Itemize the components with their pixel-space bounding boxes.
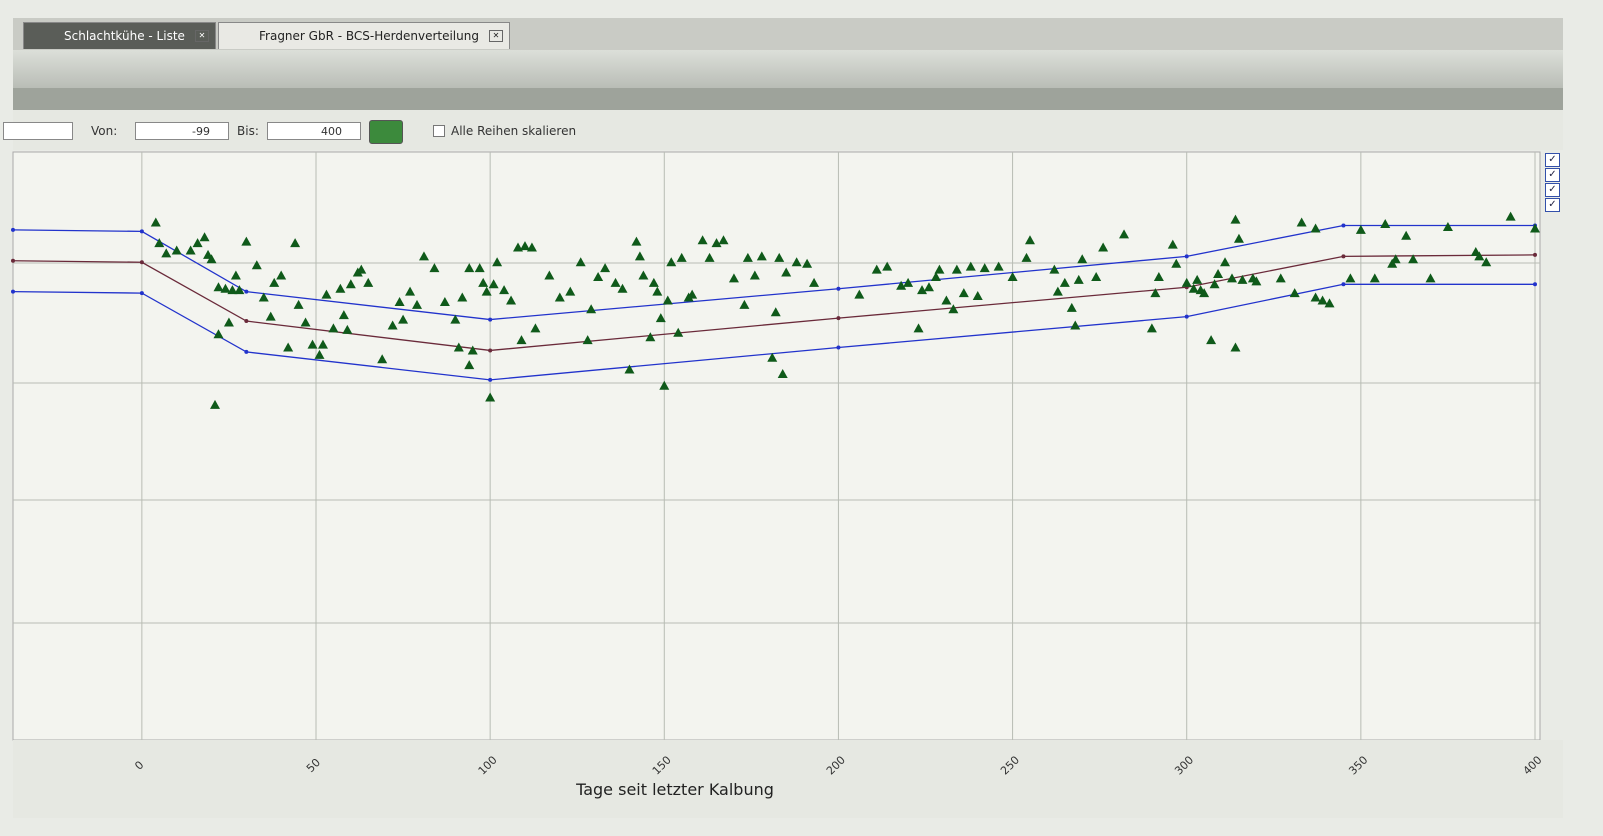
knot [1533,253,1537,257]
knot [11,228,15,232]
knot [836,346,840,350]
x-axis-title: Tage seit letzter Kalbung [575,780,774,799]
knot [140,229,144,233]
knot [1341,254,1345,258]
knot [1341,224,1345,228]
series-toggle[interactable]: ✓ [1545,168,1560,182]
knot [488,378,492,382]
knot [244,290,248,294]
knot [488,348,492,352]
knot [836,316,840,320]
series-toggle[interactable]: ✓ [1545,198,1560,212]
app-window: Schlachtkühe - Liste✕ Fragner GbR - BCS-… [0,0,1603,836]
knot [140,291,144,295]
knot [244,319,248,323]
knot [1185,254,1189,258]
axis-area [13,740,1563,818]
knot [836,287,840,291]
series-toggle[interactable]: ✓ [1545,183,1560,197]
knot [1533,282,1537,286]
knot [11,259,15,263]
knot [11,290,15,294]
knot [140,260,144,264]
plot-area [13,152,1540,740]
chart: Tage seit letzter Kalbung 05010015020025… [0,0,1603,836]
series-toggle[interactable]: ✓ [1545,153,1560,167]
knot [1341,282,1345,286]
knot [244,350,248,354]
knot [1185,315,1189,319]
knot [488,318,492,322]
